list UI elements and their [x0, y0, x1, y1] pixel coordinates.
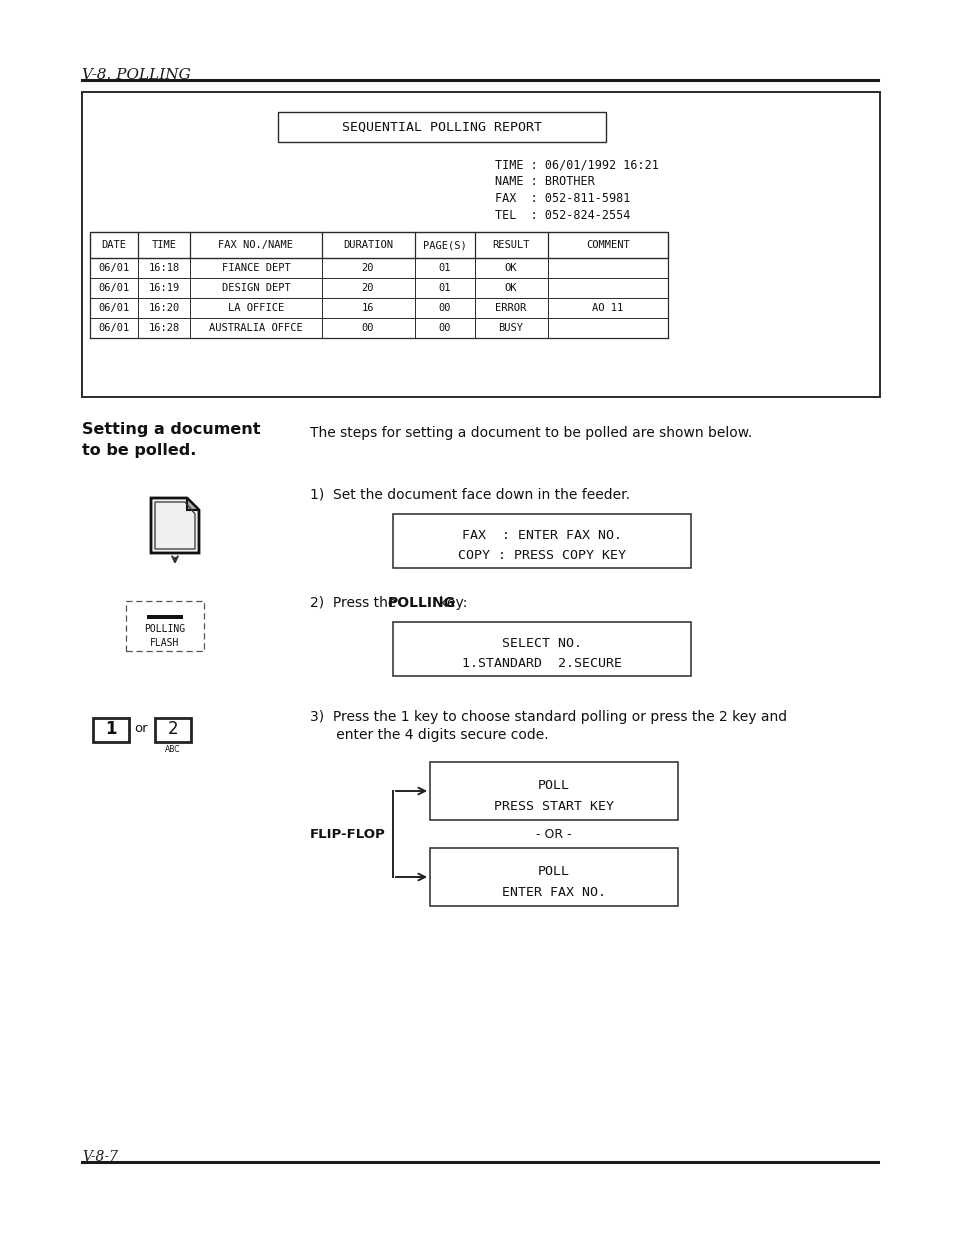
Text: ENTER FAX NO.: ENTER FAX NO. — [501, 885, 605, 899]
Text: 06/01: 06/01 — [98, 283, 130, 293]
Text: 00: 00 — [438, 324, 451, 333]
Text: 06/01: 06/01 — [98, 263, 130, 273]
Text: COPY : PRESS COPY KEY: COPY : PRESS COPY KEY — [457, 550, 625, 562]
Text: FLASH: FLASH — [151, 638, 179, 648]
Text: AO 11: AO 11 — [592, 303, 623, 312]
Text: 2)  Press the: 2) Press the — [310, 597, 400, 610]
Text: 06/01: 06/01 — [98, 303, 130, 312]
Text: AUSTRALIA OFFCE: AUSTRALIA OFFCE — [209, 324, 302, 333]
Text: DURATION: DURATION — [343, 240, 393, 249]
Bar — [90, 232, 667, 258]
Text: V-8. POLLING: V-8. POLLING — [82, 68, 191, 82]
Text: key:: key: — [435, 597, 467, 610]
Text: - OR -: - OR - — [536, 827, 571, 841]
Text: LA OFFICE: LA OFFICE — [228, 303, 284, 312]
Text: 00: 00 — [361, 324, 374, 333]
Text: 2)  Press the POLLING key:: 2) Press the POLLING key: — [310, 597, 493, 610]
Bar — [92, 718, 129, 742]
Text: SEQUENTIAL POLLING REPORT: SEQUENTIAL POLLING REPORT — [341, 121, 541, 133]
Text: 00: 00 — [438, 303, 451, 312]
Polygon shape — [151, 498, 199, 553]
Text: POLLING: POLLING — [144, 624, 186, 634]
Text: 01: 01 — [438, 263, 451, 273]
Text: The steps for setting a document to be polled are shown below.: The steps for setting a document to be p… — [310, 426, 752, 440]
Text: V-8-7: V-8-7 — [82, 1150, 118, 1165]
Text: 01: 01 — [438, 283, 451, 293]
Text: 16:18: 16:18 — [149, 263, 179, 273]
Text: COMMENT: COMMENT — [585, 240, 629, 249]
Text: 06/01: 06/01 — [98, 324, 130, 333]
Text: RESULT: RESULT — [492, 240, 529, 249]
Text: BUSY: BUSY — [498, 324, 523, 333]
Text: 20: 20 — [361, 283, 374, 293]
Text: POLL: POLL — [537, 779, 569, 792]
Text: or: or — [134, 722, 148, 736]
Text: FAX NO./NAME: FAX NO./NAME — [218, 240, 294, 249]
Text: enter the 4 digits secure code.: enter the 4 digits secure code. — [310, 727, 548, 742]
Text: POLL: POLL — [537, 864, 569, 878]
Text: FIANCE DEPT: FIANCE DEPT — [221, 263, 290, 273]
Bar — [126, 601, 204, 651]
Text: 20: 20 — [361, 263, 374, 273]
Text: 1)  Set the document face down in the feeder.: 1) Set the document face down in the fee… — [310, 488, 629, 501]
Text: 2: 2 — [168, 720, 178, 739]
Bar — [393, 622, 690, 676]
Bar — [82, 91, 879, 396]
Bar — [430, 762, 678, 820]
Text: NAME : BROTHER: NAME : BROTHER — [495, 175, 594, 188]
Text: 1.STANDARD  2.SECURE: 1.STANDARD 2.SECURE — [461, 657, 621, 671]
Text: TIME: TIME — [152, 240, 176, 249]
Text: SELECT NO.: SELECT NO. — [501, 637, 581, 650]
Text: TEL  : 052-824-2554: TEL : 052-824-2554 — [495, 209, 630, 222]
Text: FAX  : ENTER FAX NO.: FAX : ENTER FAX NO. — [461, 529, 621, 542]
Text: 16:28: 16:28 — [149, 324, 179, 333]
Text: 3)  Press the 1 key to choose standard polling or press the 2 key and: 3) Press the 1 key to choose standard po… — [310, 710, 786, 724]
Bar — [154, 718, 191, 742]
Text: ABC: ABC — [165, 746, 180, 755]
Text: PAGE(S): PAGE(S) — [423, 240, 466, 249]
Text: OK: OK — [504, 263, 517, 273]
Text: DESIGN DEPT: DESIGN DEPT — [221, 283, 290, 293]
Text: FLIP-FLOP: FLIP-FLOP — [310, 827, 385, 841]
Text: DATE: DATE — [101, 240, 127, 249]
Bar — [430, 848, 678, 906]
Text: FAX  : 052-811-5981: FAX : 052-811-5981 — [495, 191, 630, 205]
Text: 16:19: 16:19 — [149, 283, 179, 293]
Text: TIME : 06/01/1992 16:21: TIME : 06/01/1992 16:21 — [495, 158, 659, 170]
Text: 16: 16 — [361, 303, 374, 312]
Text: OK: OK — [504, 283, 517, 293]
Text: 1: 1 — [105, 720, 116, 739]
Text: POLLING: POLLING — [387, 597, 456, 610]
Text: ERROR: ERROR — [495, 303, 526, 312]
Text: 16:20: 16:20 — [149, 303, 179, 312]
Text: PRESS START KEY: PRESS START KEY — [494, 800, 614, 813]
Text: Setting a document
to be polled.: Setting a document to be polled. — [82, 422, 260, 458]
Bar — [277, 112, 605, 142]
Polygon shape — [187, 498, 199, 510]
Bar — [147, 615, 183, 619]
Bar — [393, 514, 690, 568]
